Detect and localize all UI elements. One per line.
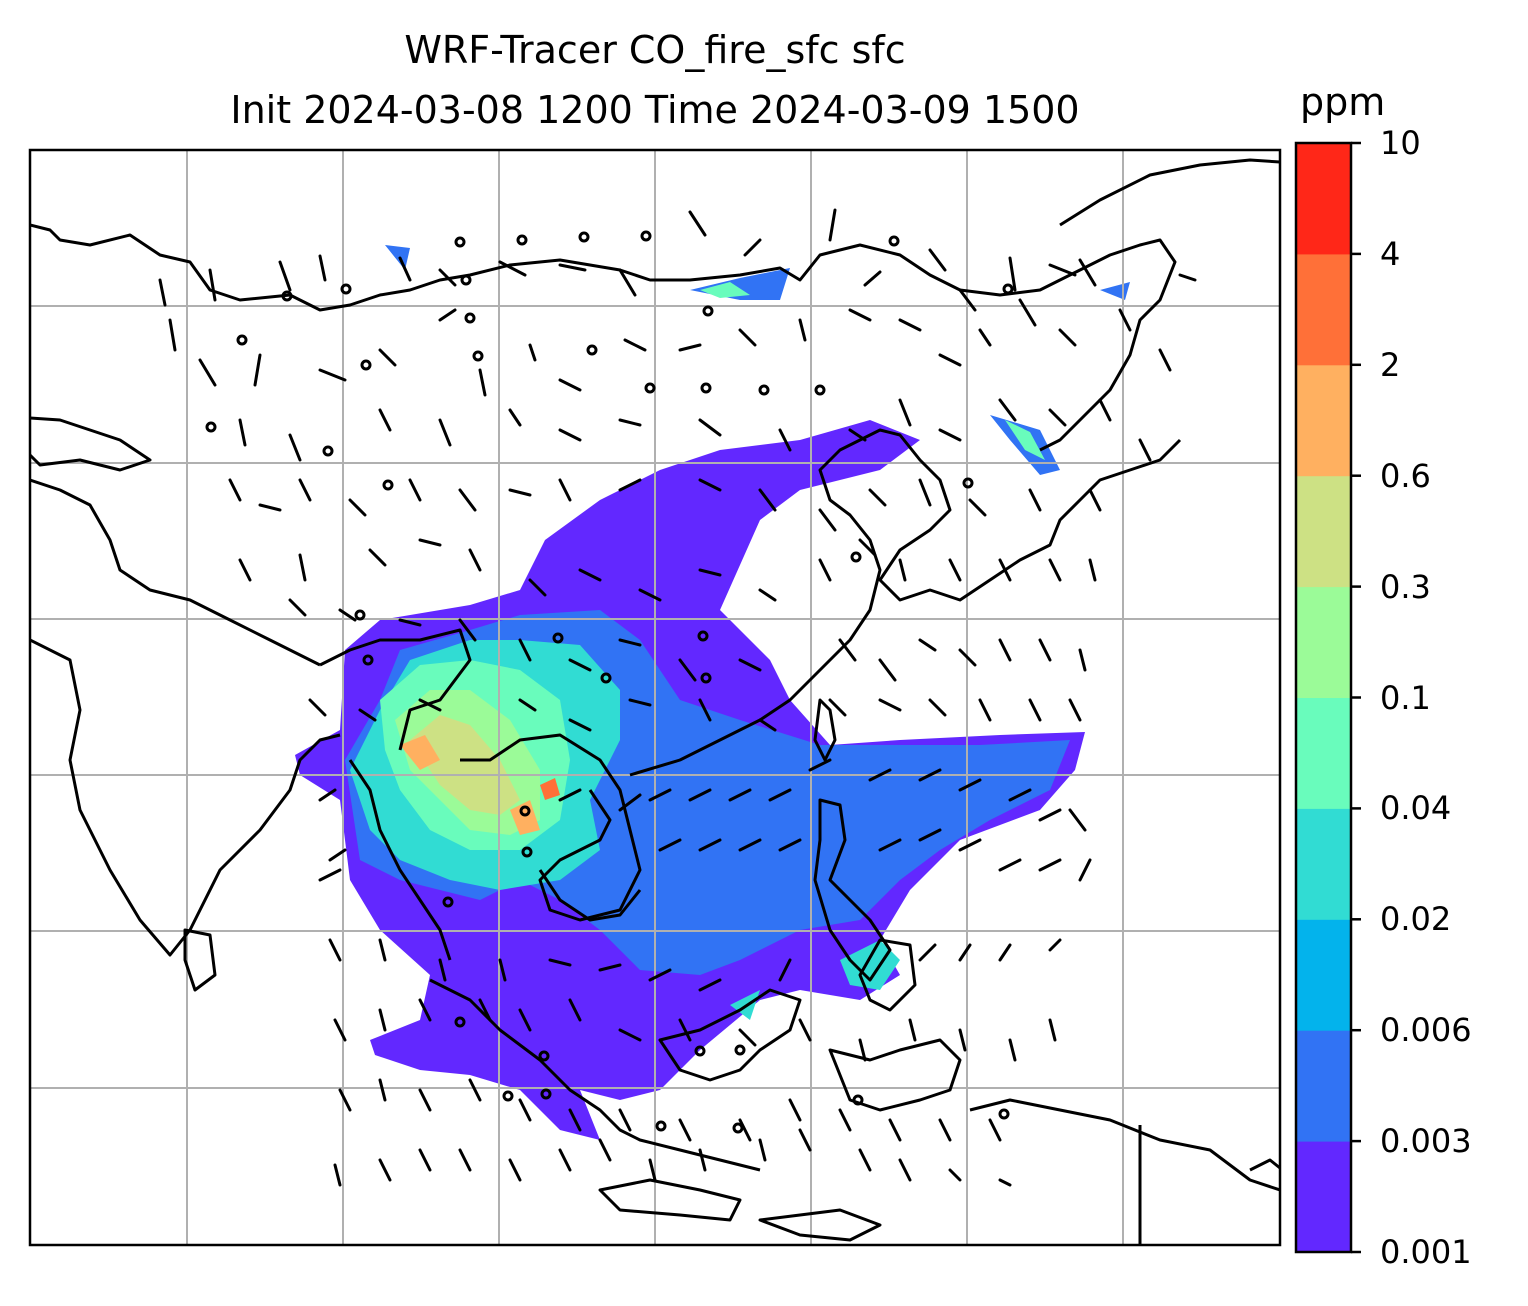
colorbar-unit-label: ppm xyxy=(1300,80,1386,124)
colorbar-frame xyxy=(1294,141,1353,1254)
colorbar-segment-3 xyxy=(1296,808,1351,920)
colorbar-tick-label: 0.04 xyxy=(1380,789,1452,828)
plume-level-4 xyxy=(540,778,560,800)
map-frame xyxy=(28,148,1282,1247)
plume-south-patches xyxy=(730,940,900,1020)
colorbar-segment-0 xyxy=(1296,1141,1351,1253)
gridlines xyxy=(30,150,1280,1245)
colorbar-segment-1 xyxy=(1296,1030,1351,1142)
colorbar-tick-label: 0.3 xyxy=(1380,567,1431,606)
colorbar-tick-label: 0.001 xyxy=(1380,1233,1472,1271)
colorbar-segment-7 xyxy=(1296,364,1351,477)
colorbar-tick-label: 0.1 xyxy=(1380,678,1431,717)
coastlines xyxy=(30,158,1280,1245)
tracer-plume xyxy=(295,245,1130,1140)
wind-barbs xyxy=(158,208,1197,1187)
map-title-line1: WRF-Tracer CO_fire_sfc sfc xyxy=(404,28,906,72)
colorbar-tick-label: 0.003 xyxy=(1380,1122,1472,1161)
colorbar-segment-2 xyxy=(1296,919,1351,1031)
colorbar-segment-9 xyxy=(1296,143,1351,255)
map-panel xyxy=(30,150,1280,1245)
calm-wind-markers xyxy=(205,230,1014,1134)
colorbar-tick-label: 10 xyxy=(1380,124,1421,162)
colorbar-segment-6 xyxy=(1296,475,1351,588)
colorbar-tick-label: 0.6 xyxy=(1380,456,1431,495)
colorbar-tick-label: 2 xyxy=(1380,345,1401,384)
colorbar xyxy=(1296,141,1361,1254)
colorbar-segment-4 xyxy=(1296,697,1351,809)
colorbar-tick-label: 0.02 xyxy=(1380,900,1452,939)
colorbar-tick-label: 0.006 xyxy=(1380,1011,1472,1050)
colorbar-segment-5 xyxy=(1296,586,1351,698)
map-title-line2: Init 2024-03-08 1200 Time 2024-03-09 150… xyxy=(230,88,1080,132)
plume-level-2 xyxy=(400,735,540,835)
plume-north-patches xyxy=(385,245,1130,475)
colorbar-tick-label: 4 xyxy=(1380,234,1401,273)
colorbar-segment-8 xyxy=(1296,253,1351,366)
plume-level-0.6 xyxy=(410,715,520,815)
